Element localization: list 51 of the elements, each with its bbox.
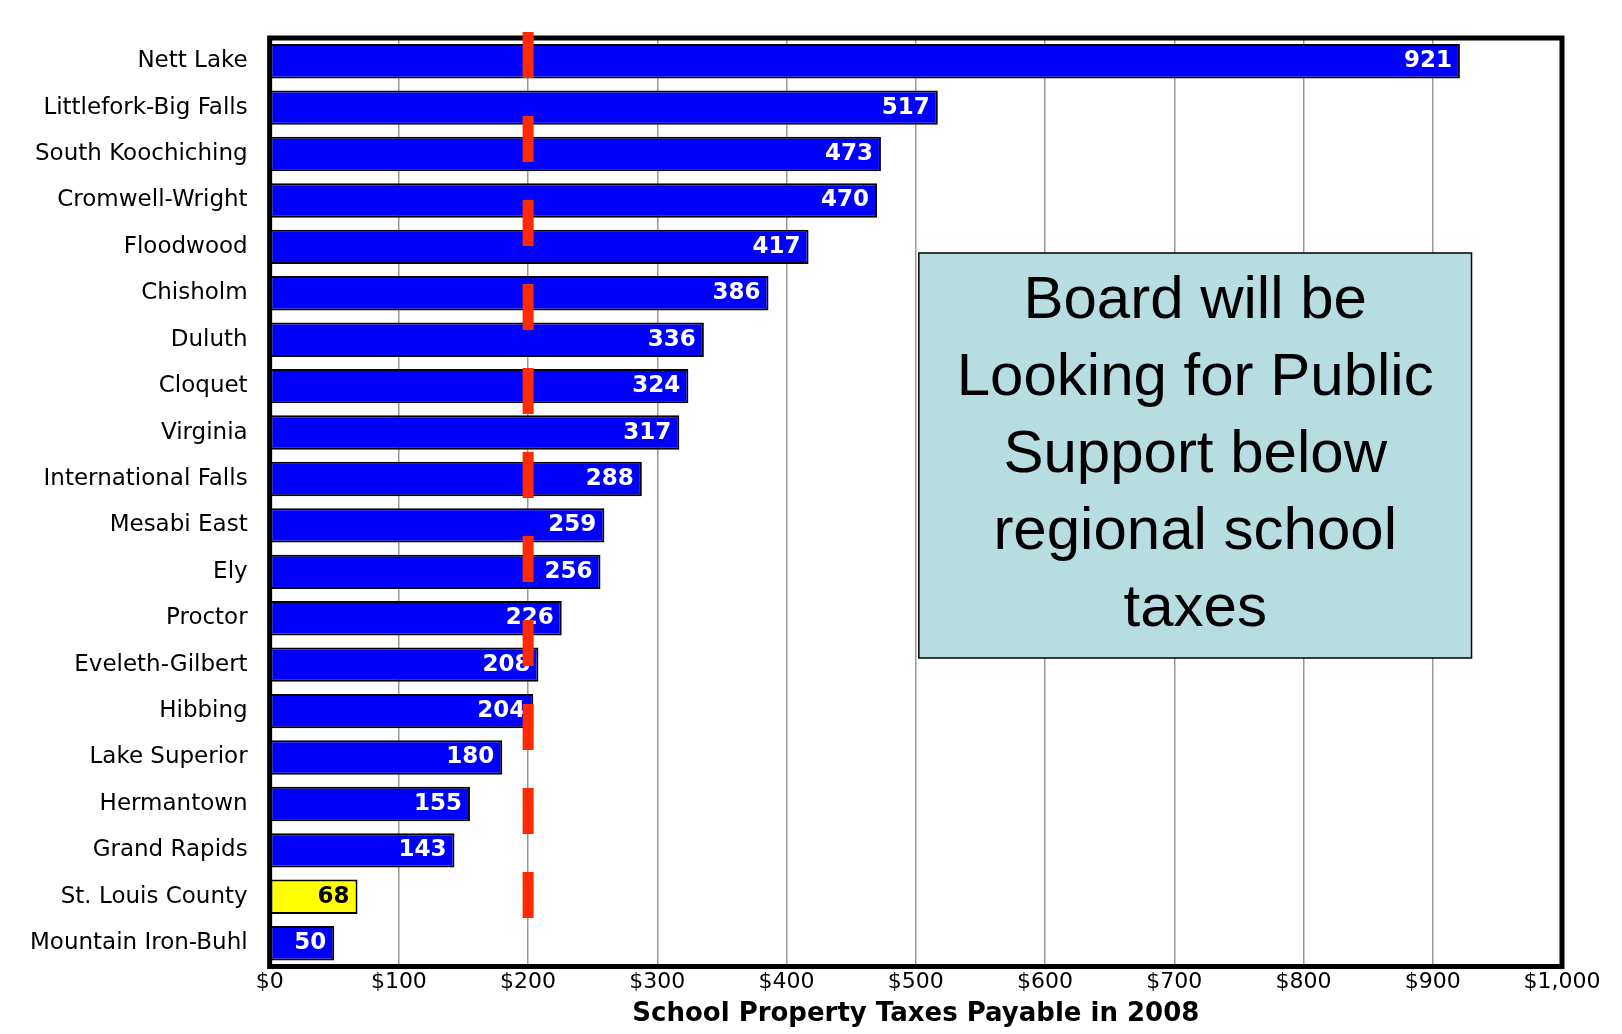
y-tick-label: St. Louis County bbox=[60, 881, 248, 908]
y-tick-label: Grand Rapids bbox=[92, 835, 248, 862]
y-tick-label: Virginia bbox=[160, 417, 248, 444]
y-tick-label: Mountain Iron-Buhl bbox=[29, 928, 248, 955]
data-label: 317 bbox=[623, 417, 672, 444]
x-tick-label: $600 bbox=[1017, 968, 1074, 994]
x-tick-label: $100 bbox=[370, 968, 427, 994]
data-label: 259 bbox=[548, 510, 597, 537]
y-tick-label: Cloquet bbox=[158, 371, 248, 398]
y-tick-label: Littlefork-Big Falls bbox=[43, 92, 248, 119]
x-tick-label: $0 bbox=[255, 968, 284, 994]
y-tick-label: Cromwell-Wright bbox=[57, 185, 248, 212]
y-tick-label: Proctor bbox=[165, 603, 249, 630]
data-label: 921 bbox=[1403, 46, 1452, 73]
x-tick-label: $500 bbox=[887, 968, 944, 994]
y-tick-label: Hermantown bbox=[99, 788, 248, 815]
y-tick-label: Ely bbox=[213, 556, 248, 583]
x-tick-label: $400 bbox=[758, 968, 815, 994]
x-axis-title: School Property Taxes Payable in 2008 bbox=[632, 997, 1200, 1028]
data-label: 386 bbox=[712, 278, 761, 305]
y-tick-label: Floodwood bbox=[123, 231, 248, 258]
data-label: 288 bbox=[585, 463, 634, 490]
y-tick-label: Chisholm bbox=[141, 278, 248, 305]
x-tick-label: $1,000 bbox=[1523, 968, 1601, 994]
y-tick-label: Nett Lake bbox=[137, 46, 248, 73]
y-tick-label: Eveleth-Gilbert bbox=[74, 649, 248, 676]
y-tick-label: Hibbing bbox=[159, 696, 248, 723]
y-tick-label: South Koochiching bbox=[35, 139, 248, 166]
data-label: 155 bbox=[413, 788, 462, 815]
data-label: 470 bbox=[821, 185, 870, 212]
y-tick-label: Lake Superior bbox=[89, 742, 249, 769]
x-tick-label: $200 bbox=[500, 968, 557, 994]
data-label: 143 bbox=[398, 835, 447, 862]
data-label: 324 bbox=[632, 371, 681, 398]
data-label: 417 bbox=[752, 231, 801, 258]
y-tick-label: International Falls bbox=[43, 463, 248, 490]
x-tick-label: $900 bbox=[1404, 968, 1461, 994]
data-label: 473 bbox=[824, 139, 873, 166]
data-label: 68 bbox=[317, 881, 350, 908]
y-tick-label: Mesabi East bbox=[109, 510, 248, 537]
data-label: 256 bbox=[544, 556, 593, 583]
x-tick-label: $300 bbox=[629, 968, 686, 994]
data-label: 180 bbox=[446, 742, 495, 769]
y-tick-label: Duluth bbox=[170, 324, 248, 351]
x-tick-label: $700 bbox=[1146, 968, 1203, 994]
data-label: 50 bbox=[294, 928, 327, 955]
x-tick-label: $800 bbox=[1275, 968, 1332, 994]
data-label: 336 bbox=[647, 324, 696, 351]
data-label: 204 bbox=[477, 696, 526, 723]
annotation: Board will be Looking for Public Support below regional school taxes bbox=[956, 264, 1434, 640]
data-label: 517 bbox=[881, 92, 930, 119]
